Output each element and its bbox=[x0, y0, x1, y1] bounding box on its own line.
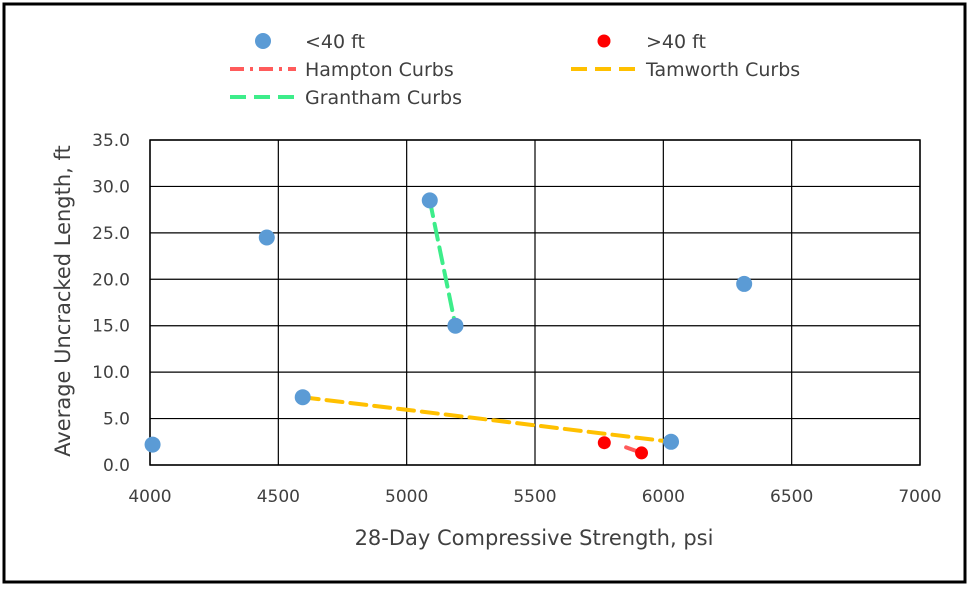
x-tick-label-2: 5000 bbox=[385, 487, 428, 507]
legend-marker-over-40 bbox=[597, 34, 611, 48]
y-tick-label-3: 15.0 bbox=[92, 317, 130, 337]
legend-marker-under-40 bbox=[255, 33, 271, 49]
x-axis-title: 28-Day Compressive Strength, psi bbox=[355, 526, 714, 550]
data-point-over-40-1 bbox=[635, 446, 649, 460]
data-point-over-40-0 bbox=[597, 436, 611, 450]
legend-label-over-40: >40 ft bbox=[646, 31, 706, 53]
trend-line-tamworth-curbs bbox=[300, 395, 674, 444]
data-point-under-40-3 bbox=[421, 192, 438, 209]
x-tick-label-1: 4500 bbox=[257, 487, 300, 507]
x-tick-label-6: 7000 bbox=[898, 487, 941, 507]
legend-label-grantham-curbs: Grantham Curbs bbox=[305, 87, 462, 109]
data-point-under-40-2 bbox=[294, 389, 311, 406]
legend-label-under-40: <40 ft bbox=[305, 31, 365, 53]
legend: <40 ft >40 ft Hampton Curbs Tamworth Curbs G… bbox=[230, 31, 800, 109]
y-tick-label-0: 0.0 bbox=[103, 456, 130, 476]
y-axis-title: Average Uncracked Length, ft bbox=[51, 145, 75, 457]
x-tick-label-3: 5500 bbox=[513, 487, 556, 507]
y-tick-label-2: 10.0 bbox=[92, 363, 130, 383]
x-tick-label-5: 6500 bbox=[770, 487, 813, 507]
x-tick-label-0: 4000 bbox=[128, 487, 171, 507]
legend-label-tamworth-curbs: Tamworth Curbs bbox=[645, 59, 800, 81]
y-tick-label-1: 5.0 bbox=[103, 410, 130, 430]
y-tick-label-5: 25.0 bbox=[92, 224, 130, 244]
data-point-under-40-0 bbox=[144, 436, 161, 453]
y-tick-label-7: 35.0 bbox=[92, 131, 130, 151]
legend-label-hampton-curbs: Hampton Curbs bbox=[305, 59, 454, 81]
trend-line-grantham-curbs bbox=[427, 198, 458, 328]
data-point-under-40-5 bbox=[663, 433, 680, 450]
y-tick-label-4: 20.0 bbox=[92, 270, 130, 290]
data-point-under-40-4 bbox=[447, 317, 464, 334]
plot-border bbox=[149, 139, 921, 466]
data-point-under-40-1 bbox=[258, 229, 275, 246]
plot-area: 4000 4500 5000 5500 6000 6500 7000 0.0 5.0 10.0 15… bbox=[92, 131, 941, 507]
y-tick-label-6: 30.0 bbox=[92, 177, 130, 197]
data-point-under-40-6 bbox=[736, 275, 753, 292]
x-tick-label-4: 6000 bbox=[642, 487, 685, 507]
